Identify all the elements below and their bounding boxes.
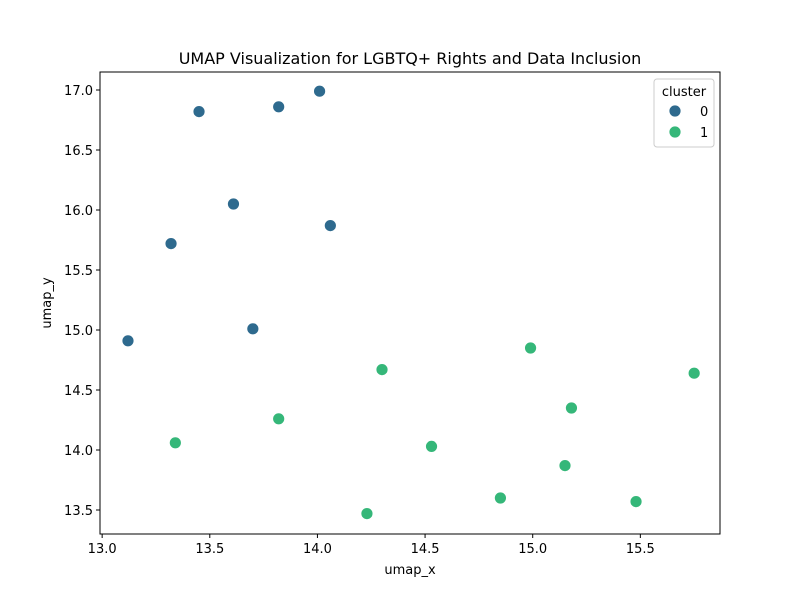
x-axis-label: umap_x (384, 563, 436, 578)
y-tick-label: 16.5 (64, 144, 93, 159)
y-tick-label: 14.0 (64, 444, 93, 459)
data-point-cluster-1 (687, 366, 701, 380)
data-point-cluster-1 (360, 507, 374, 520)
y-tick-label: 15.0 (64, 324, 93, 339)
y-axis: 13.5 14.0 14.5 15.0 15.5 16.0 16.5 17.0 (64, 84, 100, 519)
x-tick-label: 14.5 (411, 542, 440, 557)
y-tick-label: 16.0 (64, 204, 93, 219)
data-point-cluster-0 (323, 219, 337, 233)
data-point-cluster-1 (375, 363, 389, 377)
x-tick-label: 15.0 (518, 542, 547, 557)
data-point-cluster-1 (494, 491, 507, 505)
y-tick-label: 14.5 (64, 384, 93, 399)
data-point-cluster-0 (272, 100, 286, 114)
plot-area (99, 71, 721, 535)
data-point-cluster-1 (168, 436, 182, 450)
y-tick-label: 17.0 (64, 84, 93, 99)
data-point-cluster-1 (524, 341, 537, 355)
x-tick-label: 15.5 (626, 542, 655, 557)
legend-marker (668, 104, 682, 118)
plot-frame (99, 71, 721, 535)
legend-label: 0 (700, 105, 708, 120)
data-point-cluster-1 (565, 401, 578, 415)
chart-title: UMAP Visualization for LGBTQ+ Rights and… (179, 49, 642, 68)
data-point-cluster-0 (121, 334, 135, 348)
legend-marker (668, 125, 682, 139)
x-tick-label: 13.0 (88, 542, 117, 557)
data-points (121, 84, 701, 520)
data-point-cluster-1 (425, 439, 438, 453)
data-point-cluster-0 (246, 322, 260, 336)
data-point-cluster-1 (629, 495, 643, 509)
data-point-cluster-0 (164, 237, 178, 251)
data-point-cluster-0 (192, 105, 206, 118)
x-axis: 13.0 13.5 14.0 14.5 15.0 15.5 (88, 534, 655, 557)
legend: cluster 0 1 (653, 78, 715, 148)
x-tick-label: 13.5 (195, 542, 224, 557)
y-tick-label: 13.5 (64, 504, 93, 519)
data-point-cluster-0 (227, 197, 240, 211)
legend-label: 1 (700, 126, 708, 141)
y-axis-label: umap_y (40, 277, 55, 329)
data-point-cluster-0 (313, 84, 326, 98)
legend-title: cluster (662, 85, 707, 100)
y-tick-label: 15.5 (64, 264, 93, 279)
data-point-cluster-1 (272, 412, 286, 426)
data-point-cluster-1 (558, 459, 572, 473)
x-tick-label: 14.0 (303, 542, 332, 557)
